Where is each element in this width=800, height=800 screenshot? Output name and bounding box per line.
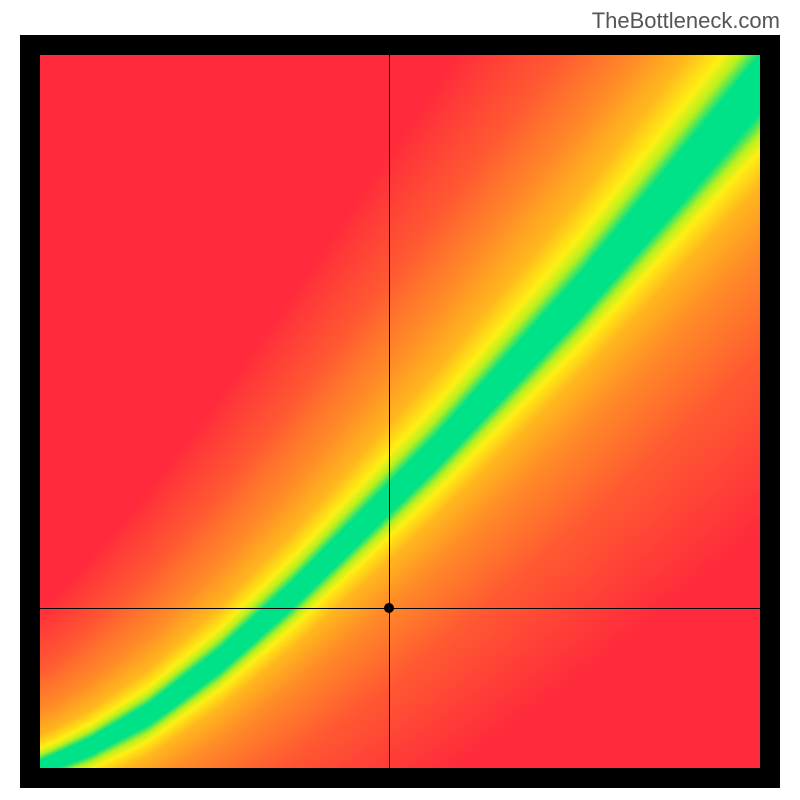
crosshair-horizontal [40, 608, 760, 609]
watermark-text: TheBottleneck.com [592, 8, 780, 34]
crosshair-marker [384, 603, 394, 613]
heatmap-plot [40, 55, 760, 768]
crosshair-vertical [389, 55, 390, 768]
chart-frame [20, 35, 780, 788]
heatmap-canvas [40, 55, 760, 768]
